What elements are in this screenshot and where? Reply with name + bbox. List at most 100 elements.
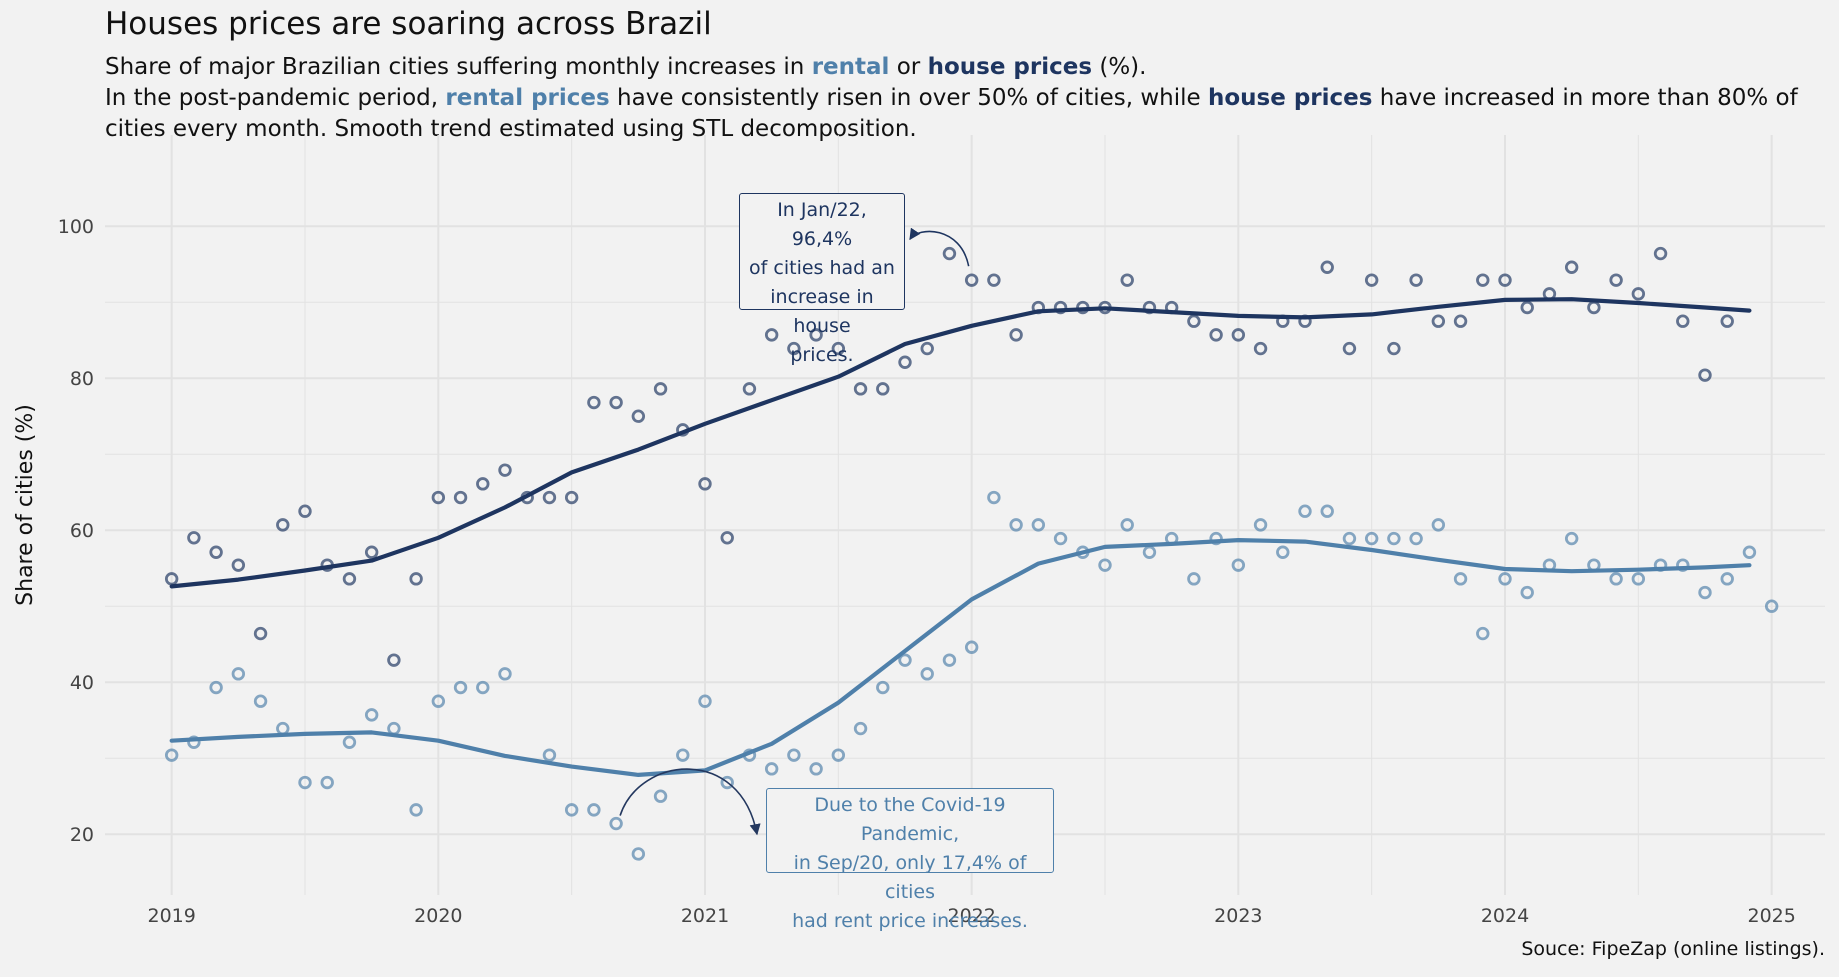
subtitle-text: or (889, 54, 928, 80)
data-point-rental-prices (320, 775, 334, 790)
data-point-rental-prices (1187, 572, 1201, 586)
y-tick-label: 60 (70, 520, 94, 542)
data-point-rental-prices (720, 775, 734, 790)
series-layer (164, 246, 1779, 861)
data-point-rental-prices (609, 816, 623, 831)
y-axis-label: Share of cities (%) (13, 404, 38, 606)
arrow-rent-low (619, 768, 761, 836)
data-point-house-prices (1676, 314, 1690, 328)
data-point-rental-prices (1053, 531, 1068, 546)
arrow-house-peak (909, 227, 970, 267)
y-tick-label: 20 (70, 824, 94, 846)
data-point-house-prices (920, 341, 934, 356)
data-point-rental-prices (1742, 545, 1757, 559)
data-point-rental-prices (587, 803, 601, 817)
data-point-rental-prices (542, 748, 557, 762)
data-point-house-prices (564, 490, 579, 505)
data-point-rental-prices (387, 721, 401, 736)
data-point-rental-prices (1520, 585, 1534, 600)
annotation-line: In Jan/22, 96,4% (777, 199, 867, 250)
data-point-rental-prices (920, 667, 934, 681)
data-point-house-prices (1342, 341, 1357, 356)
annotation-line: of cities had an (749, 257, 895, 279)
data-point-rental-prices (1298, 504, 1312, 518)
data-point-rental-prices (1364, 531, 1379, 546)
subtitle-house-highlight: house prices (1208, 85, 1373, 111)
annotation-line: had rent price increases. (792, 910, 1028, 932)
data-point-rental-prices (1498, 572, 1512, 586)
annotation-line: increase in house (770, 286, 874, 337)
data-point-rental-prices (1098, 558, 1112, 572)
data-point-house-prices (498, 463, 512, 477)
annotation-house-peak: In Jan/22, 96,4% of cities had an increa… (739, 193, 905, 366)
data-point-rental-prices (409, 803, 423, 817)
data-point-rental-prices (164, 748, 179, 762)
data-point-house-prices (164, 572, 179, 586)
data-point-rental-prices (1231, 558, 1246, 572)
data-point-house-prices (1053, 300, 1068, 315)
data-point-rental-prices (431, 694, 446, 708)
x-tick-labels: 2019 2020 2021 2022 2023 2024 2025 (147, 905, 1795, 927)
data-point-house-prices (231, 558, 246, 572)
data-point-house-prices (387, 653, 401, 667)
series-house-prices (164, 246, 1752, 667)
x-tick-label: 2020 (414, 905, 462, 927)
x-tick-label: 2023 (1214, 905, 1262, 927)
data-point-house-prices (1120, 273, 1134, 287)
data-point-house-prices (1431, 314, 1446, 328)
data-point-rental-prices (1009, 518, 1023, 532)
data-point-house-prices (853, 382, 868, 396)
subtitle-text: have increased in more than 80% of citie… (105, 85, 1798, 142)
data-point-house-prices (1520, 300, 1534, 315)
data-point-rental-prices (653, 789, 668, 803)
data-point-house-prices (1409, 273, 1423, 287)
data-point-rental-prices (1031, 518, 1046, 532)
data-point-rental-prices (676, 748, 690, 762)
annotation-rent-low: Due to the Covid-19 Pandemic, in Sep/20,… (766, 788, 1054, 932)
data-point-house-prices (1564, 260, 1579, 274)
x-tick-label: 2019 (147, 905, 195, 927)
chart-title: Houses prices are soaring across Brazil (105, 6, 712, 42)
data-point-rental-prices (853, 721, 868, 736)
data-point-house-prices (1653, 246, 1668, 261)
annotation-line: Due to the Covid-19 Pandemic, (814, 794, 1006, 845)
data-point-rental-prices (764, 762, 779, 776)
data-point-rental-prices (253, 694, 268, 708)
data-point-rental-prices (1209, 531, 1223, 546)
trend-line-rental-prices (169, 538, 1752, 777)
data-point-house-prices (409, 572, 423, 586)
data-point-house-prices (653, 382, 668, 396)
data-point-rental-prices (787, 748, 801, 762)
data-point-rental-prices (1276, 545, 1290, 559)
data-point-rental-prices (1676, 558, 1690, 572)
data-point-rental-prices (631, 847, 646, 861)
annotation-arrows (619, 227, 970, 836)
series-rental-prices (164, 490, 1779, 861)
y-tick-label: 80 (70, 368, 94, 390)
data-point-house-prices (1387, 341, 1401, 356)
data-point-rental-prices (276, 721, 290, 736)
data-point-house-prices (453, 490, 468, 505)
annotation-line: in Sep/20, only 17,4% of cities (793, 852, 1027, 903)
data-point-house-prices (1476, 273, 1490, 287)
data-point-rental-prices (453, 680, 468, 695)
data-point-rental-prices (1253, 518, 1268, 532)
data-point-house-prices (742, 382, 757, 396)
y-tick-label: 100 (58, 216, 94, 238)
data-point-house-prices (587, 395, 601, 410)
data-point-rental-prices (342, 735, 357, 749)
grid-lines (105, 135, 1825, 895)
data-point-rental-prices (209, 680, 223, 695)
data-point-rental-prices (1320, 504, 1334, 518)
data-point-house-prices (209, 545, 223, 559)
x-tick-label: 2025 (1747, 905, 1795, 927)
data-point-rental-prices (364, 708, 379, 722)
data-point-house-prices (476, 477, 490, 491)
data-point-rental-prices (942, 653, 957, 667)
subtitle-text: (%). (1092, 54, 1147, 80)
data-point-house-prices (1320, 260, 1334, 274)
data-point-house-prices (698, 477, 712, 491)
data-point-house-prices (1187, 314, 1201, 328)
data-point-house-prices (787, 341, 801, 356)
data-point-house-prices (431, 490, 446, 505)
